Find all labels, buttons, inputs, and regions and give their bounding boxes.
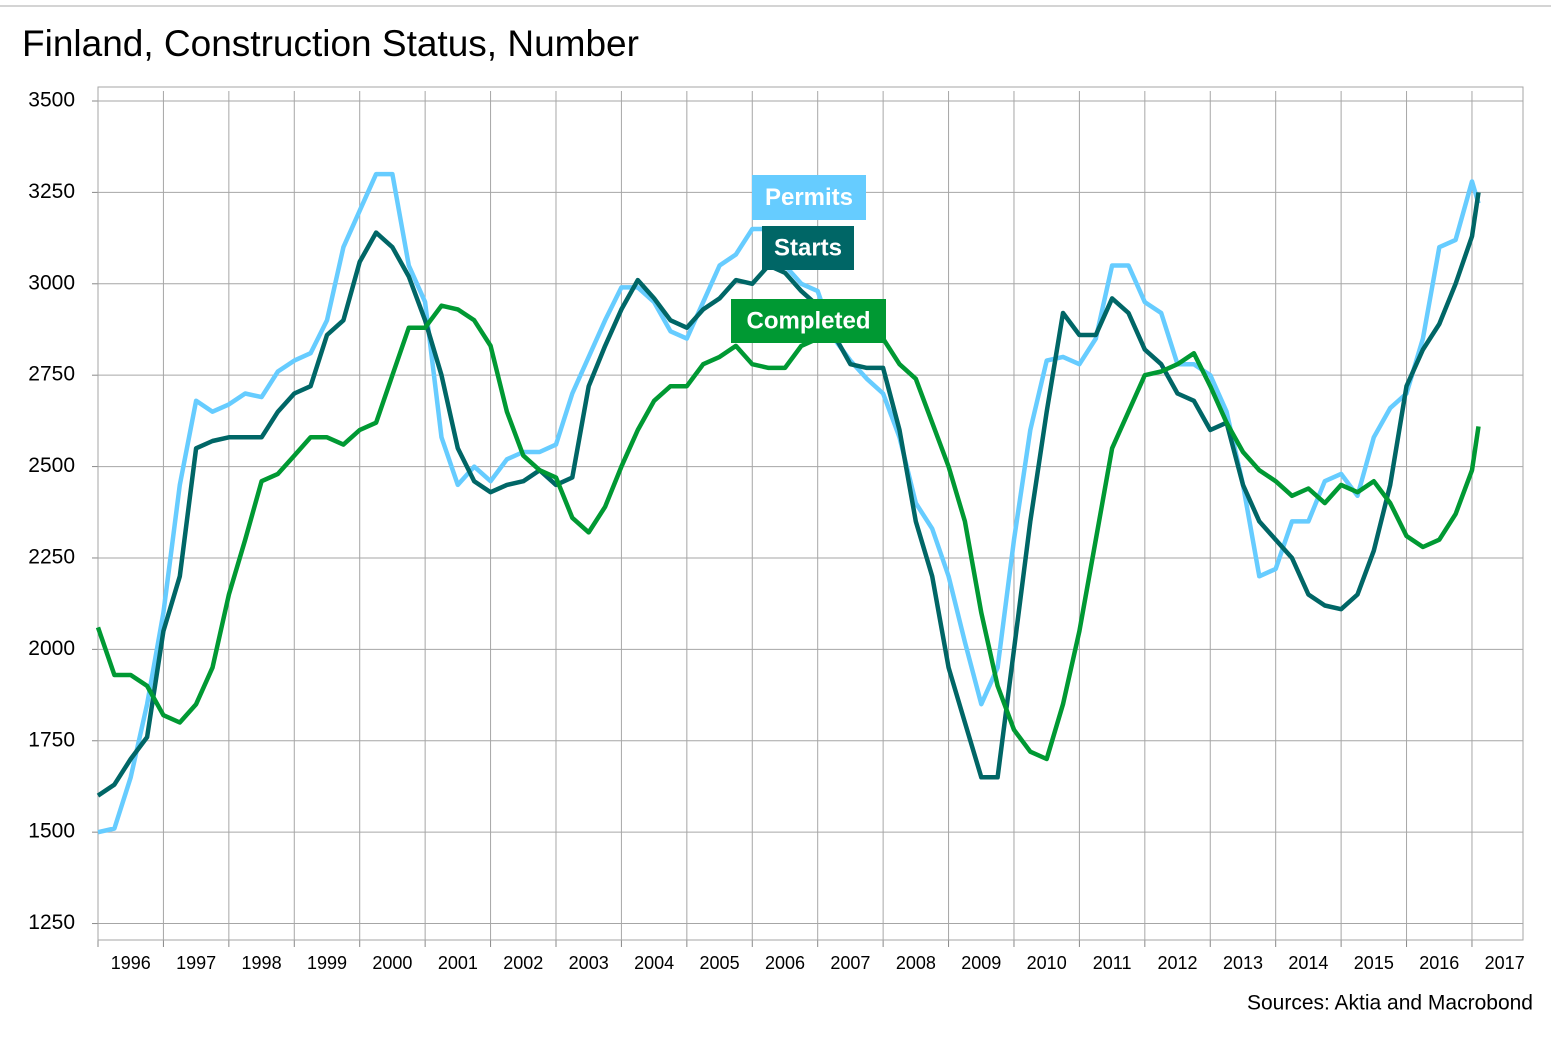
x-tick-label: 2013 <box>1223 953 1263 973</box>
x-tick-label: 2009 <box>961 953 1001 973</box>
x-tick-label: 1998 <box>242 953 282 973</box>
x-tick-label: 2011 <box>1093 953 1132 973</box>
x-tick-label: 2004 <box>634 953 674 973</box>
x-tick-label: 2002 <box>503 953 543 973</box>
x-tick-label: 2016 <box>1419 953 1459 973</box>
legend-label: Starts <box>774 234 842 261</box>
legend-swatch <box>752 175 866 220</box>
legend-swatch <box>731 299 886 343</box>
y-tick-label: 2000 <box>28 637 75 660</box>
y-tick-label: 1250 <box>28 911 75 934</box>
y-tick-label: 1500 <box>28 820 75 843</box>
x-tick-label: 2008 <box>896 953 936 973</box>
chart-title: Finland, Construction Status, Number <box>22 23 639 64</box>
plot-frame <box>97 86 1524 941</box>
x-tick-label: 2015 <box>1354 953 1394 973</box>
y-tick-label: 2500 <box>28 454 75 477</box>
y-tick-label: 1750 <box>28 728 75 751</box>
series-line <box>95 303 1481 762</box>
x-tick-label: 1996 <box>111 953 151 973</box>
y-tick-label: 2250 <box>28 546 75 569</box>
x-tick-label: 2003 <box>569 953 609 973</box>
x-tick-label: 2005 <box>700 953 740 973</box>
x-tick-label: 2007 <box>830 953 870 973</box>
series-line <box>97 171 1481 835</box>
x-tick-label: 2001 <box>438 953 478 973</box>
y-tick-label: 3000 <box>28 271 75 294</box>
x-tick-label: 2006 <box>765 953 805 973</box>
legend-label: Completed <box>746 307 870 334</box>
x-tick-label: 2012 <box>1158 953 1198 973</box>
x-tick-label: 1997 <box>176 953 216 973</box>
y-tick-label: 3250 <box>28 180 75 203</box>
series-line <box>96 192 1481 798</box>
x-tick-label: 1999 <box>307 953 347 973</box>
x-tick-label: 2010 <box>1027 953 1067 973</box>
source-note: Sources: Aktia and Macrobond <box>1247 992 1533 1015</box>
y-tick-label: 3500 <box>28 89 75 112</box>
legend-swatch <box>762 226 854 270</box>
y-tick-label: 2750 <box>28 363 75 386</box>
legend-label: Permits <box>765 184 853 211</box>
x-tick-label: 2017 <box>1485 953 1525 973</box>
x-tick-label: 2000 <box>372 953 412 973</box>
x-tick-label: 2014 <box>1288 953 1328 973</box>
